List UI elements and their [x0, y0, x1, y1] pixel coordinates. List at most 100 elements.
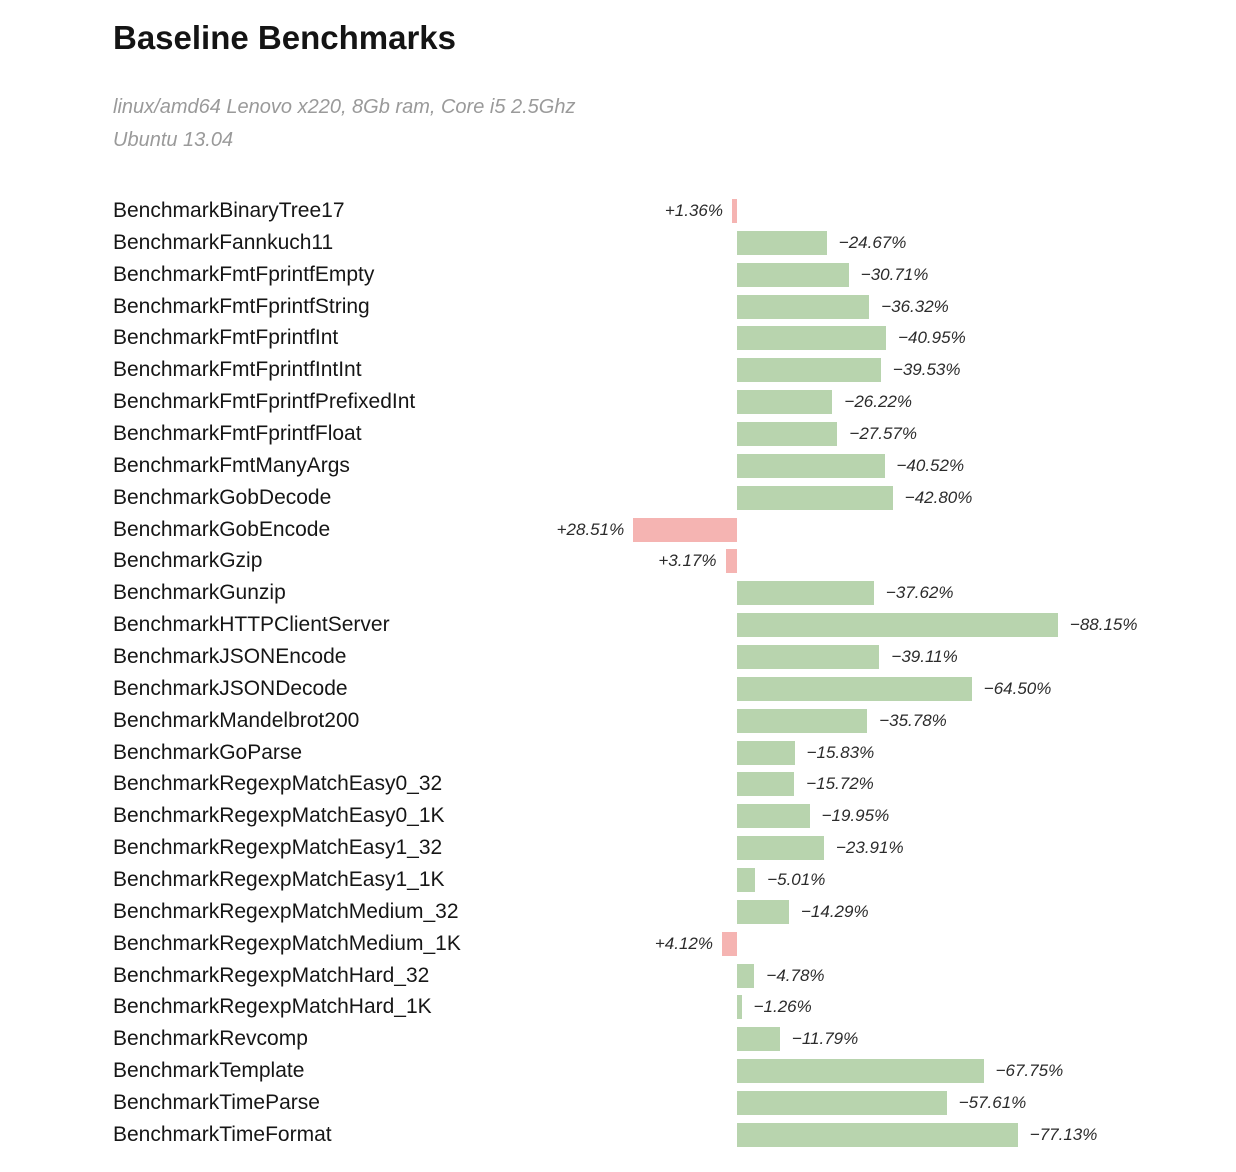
improvement-bar	[737, 867, 756, 892]
value-label: +1.36%	[664, 200, 723, 220]
value-label: −64.50%	[983, 678, 1052, 698]
benchmark-row: BenchmarkGzip +3.17%	[113, 545, 1236, 577]
improvement-bar	[737, 740, 795, 765]
benchmark-row: BenchmarkRegexpMatchMedium_32 −14.29%	[113, 896, 1236, 928]
value-label: −1.26%	[753, 997, 812, 1017]
value-label: −39.53%	[892, 360, 961, 380]
improvement-bar	[737, 453, 885, 478]
benchmark-label: BenchmarkGobEncode	[113, 517, 331, 541]
benchmark-row: BenchmarkJSONDecode −64.50%	[113, 673, 1236, 705]
value-label: −57.61%	[958, 1092, 1027, 1112]
value-label: −40.52%	[896, 455, 965, 475]
value-label: −37.62%	[885, 583, 954, 603]
benchmark-row: BenchmarkMandelbrot200 −35.78%	[113, 705, 1236, 737]
benchmark-row: BenchmarkFmtFprintfEmpty −30.71%	[113, 259, 1236, 291]
benchmark-label: BenchmarkTemplate	[113, 1059, 305, 1083]
benchmark-row: BenchmarkRevcomp −11.79%	[113, 1023, 1236, 1055]
value-label: +3.17%	[658, 551, 717, 571]
value-label: −27.57%	[849, 423, 917, 443]
value-label: −4.78%	[766, 965, 825, 985]
improvement-bar	[737, 899, 789, 924]
benchmark-label: BenchmarkRegexpMatchEasy1_1K	[113, 867, 445, 891]
benchmark-row: BenchmarkFannkuch11 −24.67%	[113, 227, 1236, 259]
machine-spec: linux/amd64 Lenovo x220, 8Gb ram, Core i…	[113, 91, 575, 157]
benchmark-label: BenchmarkFmtFprintfPrefixedInt	[113, 390, 416, 414]
value-label: −36.32%	[881, 296, 949, 316]
improvement-bar	[737, 581, 874, 606]
benchmark-row: BenchmarkFmtFprintfInt −40.95%	[113, 322, 1236, 354]
benchmark-label: BenchmarkFmtFprintfIntInt	[113, 358, 362, 382]
benchmark-row: BenchmarkTimeParse −57.61%	[113, 1087, 1236, 1119]
improvement-bar	[737, 294, 870, 319]
benchmark-row: BenchmarkGobDecode −42.80%	[113, 482, 1236, 514]
benchmark-label: BenchmarkJSONDecode	[113, 676, 348, 700]
improvement-bar	[737, 390, 833, 415]
value-label: −23.91%	[836, 838, 904, 858]
benchmark-label: BenchmarkGzip	[113, 549, 263, 573]
benchmark-row: BenchmarkFmtFprintfIntInt −39.53%	[113, 354, 1236, 386]
benchmark-row: BenchmarkFmtFprintfPrefixedInt −26.22%	[113, 386, 1236, 418]
benchmark-row: BenchmarkGobEncode +28.51%	[113, 514, 1236, 546]
benchmark-row: BenchmarkRegexpMatchEasy0_1K −19.95%	[113, 800, 1236, 832]
benchmark-label: BenchmarkHTTPClientServer	[113, 613, 390, 637]
benchmark-label: BenchmarkMandelbrot200	[113, 708, 360, 732]
benchmark-row: BenchmarkFmtFprintfFloat −27.57%	[113, 418, 1236, 450]
regression-bar	[725, 549, 737, 574]
benchmark-label: BenchmarkGobDecode	[113, 485, 332, 509]
improvement-bar	[737, 963, 755, 988]
benchmark-row: BenchmarkGoParse −15.83%	[113, 737, 1236, 769]
improvement-bar	[737, 421, 838, 446]
benchmark-chart: BenchmarkBinaryTree17 +1.36% BenchmarkFann…	[113, 195, 1236, 1151]
regression-bar	[722, 931, 737, 956]
benchmark-row: BenchmarkTemplate −67.75%	[113, 1055, 1236, 1087]
benchmark-row: BenchmarkRegexpMatchMedium_1K +4.12%	[113, 928, 1236, 960]
benchmark-label: BenchmarkGoParse	[113, 740, 303, 764]
improvement-bar	[737, 804, 810, 829]
benchmark-label: BenchmarkJSONEncode	[113, 644, 347, 668]
improvement-bar	[737, 676, 972, 701]
improvement-bar	[737, 262, 849, 287]
value-label: −26.22%	[844, 392, 912, 412]
improvement-bar	[737, 326, 887, 351]
improvement-bar	[737, 1122, 1018, 1147]
value-label: −40.95%	[898, 328, 966, 348]
improvement-bar	[737, 358, 881, 383]
value-label: −15.72%	[806, 774, 874, 794]
improvement-bar	[737, 708, 868, 733]
machine-spec-line2: Ubuntu 13.04	[113, 129, 234, 151]
benchmark-label: BenchmarkFmtFprintfInt	[113, 326, 339, 350]
value-label: −42.80%	[904, 487, 973, 507]
value-label: +28.51%	[556, 519, 625, 539]
regression-bar	[633, 517, 737, 542]
benchmark-label: BenchmarkRegexpMatchEasy1_32	[113, 836, 443, 860]
benchmark-label: BenchmarkRegexpMatchEasy0_1K	[113, 804, 445, 828]
improvement-bar	[737, 644, 880, 669]
benchmark-row: BenchmarkBinaryTree17 +1.36%	[113, 195, 1236, 227]
value-label: −39.11%	[891, 646, 958, 666]
improvement-bar	[737, 1027, 780, 1052]
benchmark-row: BenchmarkRegexpMatchEasy1_1K −5.01%	[113, 864, 1236, 896]
benchmark-row: BenchmarkGunzip −37.62%	[113, 577, 1236, 609]
benchmark-label: BenchmarkFmtFprintfString	[113, 294, 370, 318]
benchmark-label: BenchmarkFmtFprintfEmpty	[113, 262, 375, 286]
benchmark-row: BenchmarkHTTPClientServer −88.15%	[113, 609, 1236, 641]
improvement-bar	[737, 1090, 947, 1115]
benchmark-label: BenchmarkRegexpMatchHard_32	[113, 963, 430, 987]
benchmark-label: BenchmarkFmtFprintfFloat	[113, 421, 362, 445]
machine-spec-line1: linux/amd64 Lenovo x220, 8Gb ram, Core i…	[113, 96, 576, 118]
benchmark-label: BenchmarkFannkuch11	[113, 230, 334, 254]
value-label: −15.83%	[806, 742, 875, 762]
benchmark-label: BenchmarkRegexpMatchHard_1K	[113, 995, 432, 1019]
benchmark-row: BenchmarkFmtFprintfString −36.32%	[113, 291, 1236, 323]
value-label: −30.71%	[860, 264, 929, 284]
value-label: −67.75%	[995, 1061, 1064, 1081]
benchmark-row: BenchmarkJSONEncode −39.11%	[113, 641, 1236, 673]
benchmark-row: BenchmarkRegexpMatchEasy0_32 −15.72%	[113, 768, 1236, 800]
benchmark-row: BenchmarkRegexpMatchEasy1_32 −23.91%	[113, 832, 1236, 864]
benchmark-label: BenchmarkTimeFormat	[113, 1122, 332, 1146]
benchmark-row: BenchmarkFmtManyArgs −40.52%	[113, 450, 1236, 482]
value-label: −88.15%	[1069, 615, 1138, 635]
improvement-bar	[737, 1059, 984, 1084]
benchmark-row: BenchmarkRegexpMatchHard_1K −1.26%	[113, 991, 1236, 1023]
value-label: +4.12%	[654, 933, 713, 953]
